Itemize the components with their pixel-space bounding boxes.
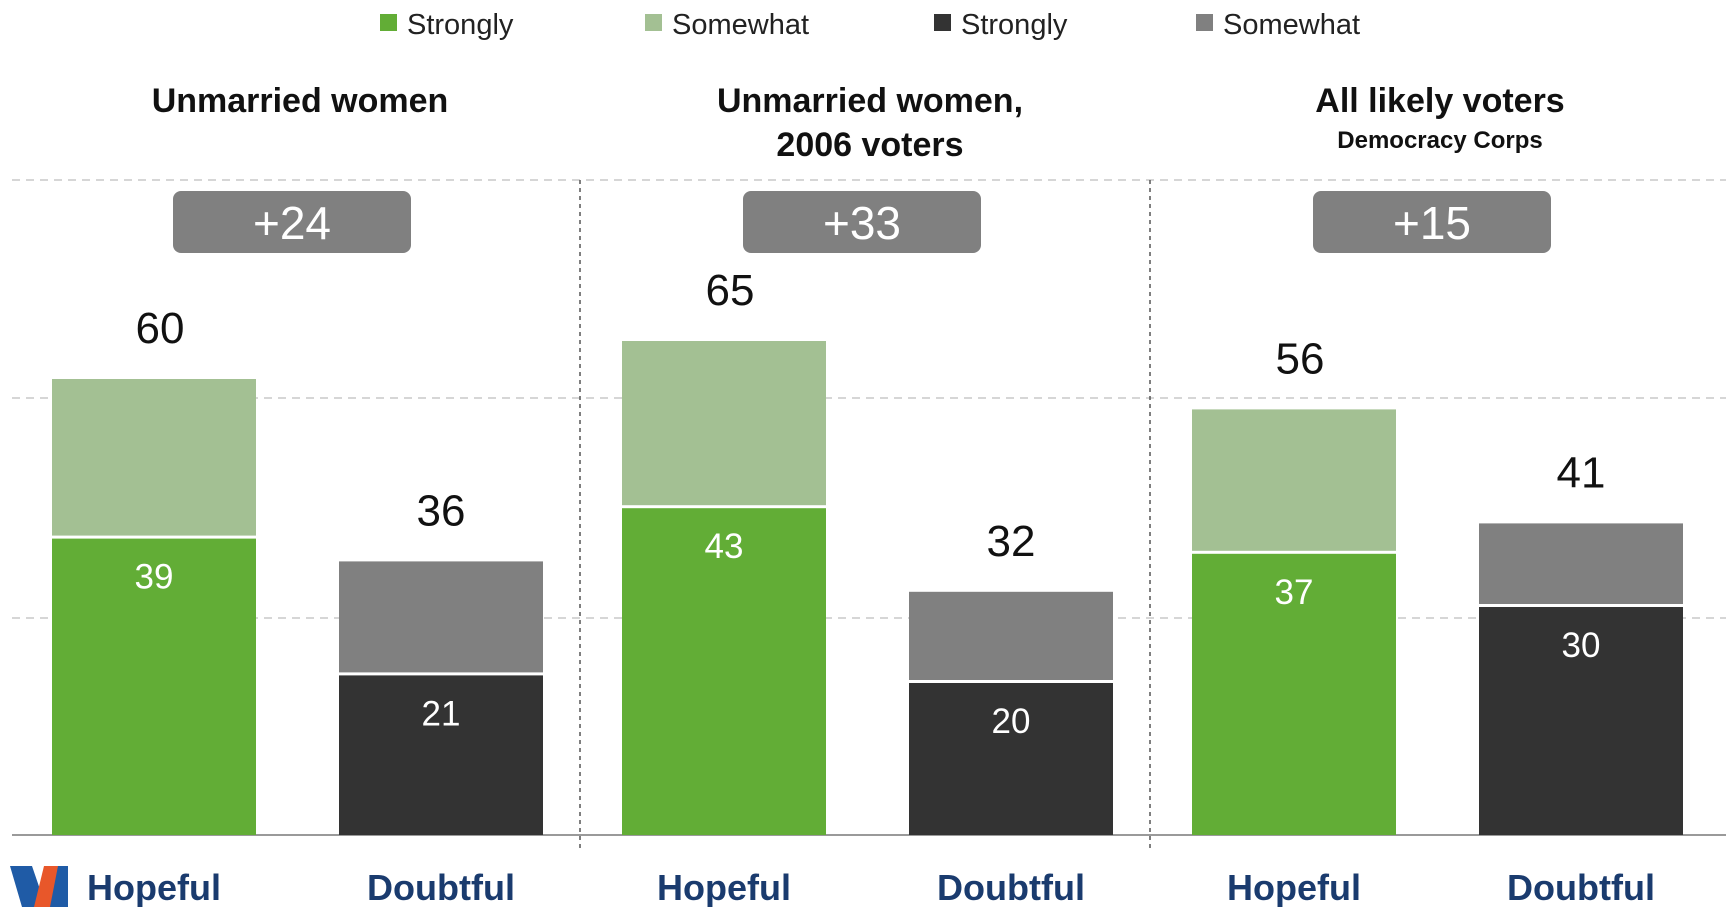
- bar-strongly-label: 21: [422, 694, 461, 733]
- party-logo-icon: [10, 866, 68, 907]
- panel-0: Unmarried women +24 39 60 Hopeful 21 36 Doubtfu…: [52, 82, 543, 907]
- bar-total-label: 36: [417, 486, 466, 535]
- category-label: Hopeful: [657, 867, 791, 907]
- bar-strongly-label: 20: [992, 702, 1031, 741]
- bar-strongly-label: 43: [705, 527, 744, 566]
- category-label: Doubtful: [1507, 867, 1655, 907]
- category-label: Hopeful: [87, 867, 221, 907]
- legend: Strongly Somewhat Strongly Somewhat: [380, 9, 1360, 41]
- bar-strongly-label: 39: [135, 558, 174, 597]
- bar-total-label: 56: [1276, 334, 1325, 383]
- net-badge-label: +15: [1393, 197, 1471, 249]
- bar-total-label: 32: [987, 517, 1036, 566]
- bar-somewhat-doubtful: [1479, 523, 1683, 604]
- net-badge: [743, 191, 981, 253]
- panel-title: Unmarried women,: [717, 82, 1023, 120]
- legend-item: Somewhat: [645, 9, 809, 41]
- bar-strongly-hopeful: [1192, 553, 1396, 835]
- bar-total-label: 41: [1557, 448, 1606, 497]
- legend-label: Somewhat: [672, 9, 809, 41]
- bar-total-label: 65: [706, 266, 755, 315]
- net-badge: [1313, 191, 1551, 253]
- panel-2: All likely voters Democracy Corps +15 37 56 H…: [1192, 82, 1683, 907]
- category-label: Doubtful: [937, 867, 1085, 907]
- bar-strongly-doubtful: [339, 675, 543, 835]
- gridlines: [12, 179, 1726, 836]
- legend-item: Strongly: [934, 9, 1068, 41]
- bar-strongly-label: 37: [1275, 573, 1314, 612]
- legend-label: Strongly: [407, 9, 514, 41]
- bar-strongly-doubtful: [909, 683, 1113, 835]
- legend-item: Somewhat: [1196, 9, 1360, 41]
- bar-strongly-doubtful: [1479, 607, 1683, 835]
- bar-somewhat-hopeful: [52, 379, 256, 536]
- bar-strongly-label: 30: [1562, 626, 1601, 665]
- legend-swatch: [380, 14, 397, 31]
- panel-title: Unmarried women: [152, 82, 449, 120]
- panels: Unmarried women +24 39 60 Hopeful 21 36 Doubtfu…: [52, 82, 1683, 907]
- legend-label: Somewhat: [1223, 9, 1360, 41]
- net-badge-label: +24: [253, 197, 331, 249]
- panel-title: 2006 voters: [776, 126, 963, 164]
- net-badge: [173, 191, 411, 253]
- category-label: Doubtful: [367, 867, 515, 907]
- legend-item: Strongly: [380, 9, 514, 41]
- legend-swatch: [1196, 14, 1213, 31]
- net-badge-label: +33: [823, 197, 901, 249]
- bar-somewhat-doubtful: [909, 591, 1113, 680]
- bar-total-label: 60: [136, 304, 185, 353]
- panel-title: All likely voters: [1315, 82, 1564, 120]
- panel-1: Unmarried women, 2006 voters +33 43 65 Hopefu…: [622, 82, 1113, 907]
- bar-strongly-hopeful: [622, 508, 826, 835]
- legend-label: Strongly: [961, 9, 1068, 41]
- legend-swatch: [934, 14, 951, 31]
- bar-somewhat-hopeful: [622, 341, 826, 506]
- panel-subtitle: Democracy Corps: [1337, 127, 1542, 154]
- legend-swatch: [645, 14, 662, 31]
- bar-somewhat-doubtful: [339, 561, 543, 673]
- bar-somewhat-hopeful: [1192, 409, 1396, 551]
- bar-strongly-hopeful: [52, 538, 256, 835]
- category-label: Hopeful: [1227, 867, 1361, 907]
